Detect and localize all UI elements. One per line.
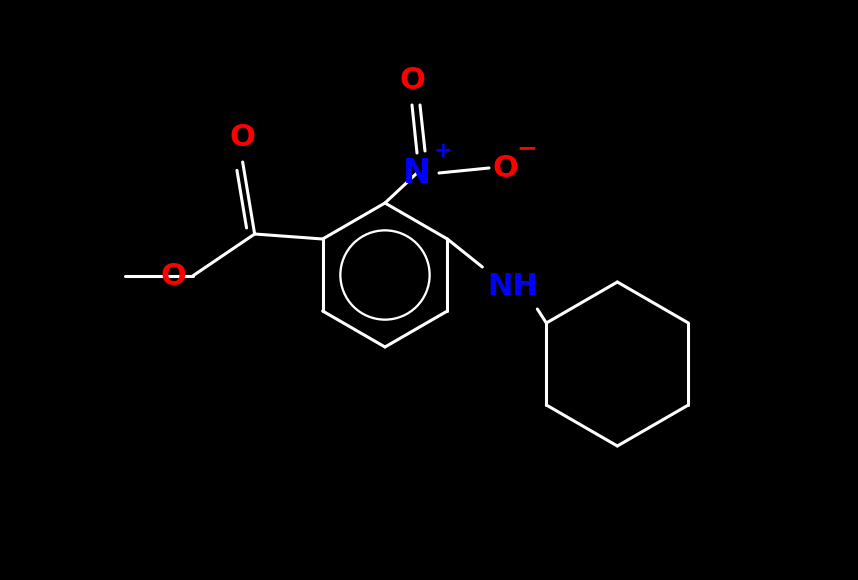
Text: NH: NH bbox=[487, 272, 538, 301]
Text: O: O bbox=[399, 66, 425, 95]
Text: O: O bbox=[493, 154, 519, 183]
Text: O: O bbox=[160, 262, 187, 291]
Text: +: + bbox=[433, 141, 452, 161]
Text: N: N bbox=[403, 157, 431, 190]
Text: −: − bbox=[517, 136, 537, 160]
Text: O: O bbox=[230, 123, 256, 152]
